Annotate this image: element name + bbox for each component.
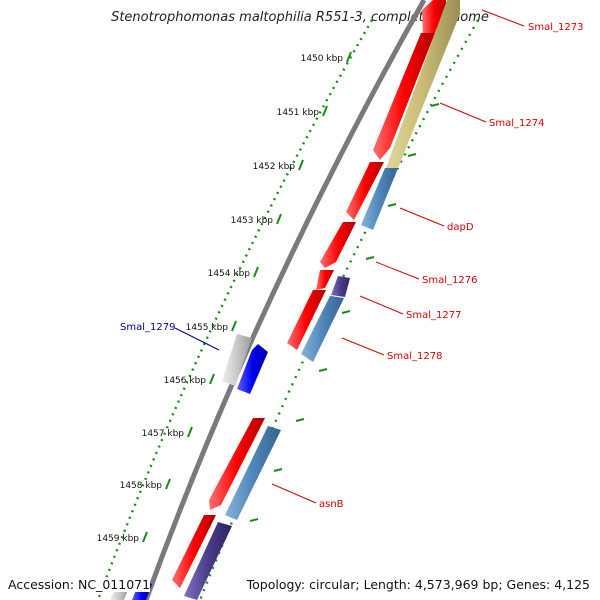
- tick-mark: [209, 373, 215, 385]
- tick-mark: [298, 159, 304, 171]
- outer-track-tick: [295, 418, 305, 422]
- outer-track-tick: [430, 103, 440, 107]
- genome-backbone: [143, 0, 427, 600]
- tick-label: 1451 kbp: [277, 108, 320, 118]
- tick-mark: [253, 266, 259, 278]
- outer-track-tick: [387, 203, 397, 207]
- tick-mark: [322, 105, 328, 117]
- tick-label: 1456 kbp: [164, 376, 207, 386]
- gene-leader-line: [439, 102, 487, 123]
- gene-label[interactable]: Smal_1279: [120, 322, 175, 333]
- gene-label[interactable]: Smal_1273: [528, 22, 583, 33]
- feature-lower-indigo[interactable]: [184, 522, 232, 600]
- tick-ruler-track: [96, 19, 374, 600]
- tick-mark: [142, 531, 148, 543]
- gene-leader-line: [375, 261, 420, 280]
- gene-leader-line: [174, 327, 220, 351]
- feature-smal-1274[interactable]: [386, 0, 460, 168]
- gene-label[interactable]: Smal_1274: [489, 118, 544, 129]
- feature-smal-1273-b[interactable]: [373, 33, 435, 160]
- gene-label[interactable]: Smal_1278: [387, 351, 442, 362]
- tick-mark: [187, 426, 193, 438]
- outer-track-tick: [407, 153, 417, 157]
- gene-leader-line: [359, 295, 404, 315]
- tick-label: 1454 kbp: [208, 269, 251, 279]
- tick-label: 1458 kbp: [120, 481, 163, 491]
- feature-smal-1274-fwd[interactable]: [346, 162, 384, 220]
- tick-label: 1453 kbp: [231, 216, 274, 226]
- outer-track-tick: [365, 256, 375, 260]
- tick-mark: [231, 320, 237, 332]
- feature-dapd-fwd[interactable]: [320, 222, 356, 268]
- feature-smal-1277-fwd[interactable]: [287, 290, 326, 350]
- accession-label: Accession: NC_011071: [8, 577, 151, 592]
- outer-track-tick: [341, 310, 351, 314]
- gene-label[interactable]: Smal_1276: [422, 275, 477, 286]
- feature-asnb-fwd[interactable]: [209, 418, 265, 510]
- tick-label: 1457 kbp: [142, 429, 185, 439]
- gene-label[interactable]: asnB: [319, 499, 344, 510]
- gene-label[interactable]: dapD: [447, 222, 474, 233]
- feature-asnb[interactable]: [225, 426, 281, 520]
- feature-lower-fwd[interactable]: [172, 515, 216, 588]
- tick-label: 1452 kbp: [253, 162, 296, 172]
- feature-smal-1276-fwd[interactable]: [316, 270, 334, 290]
- tick-mark: [276, 213, 282, 225]
- gene-leader-line: [271, 483, 317, 504]
- outer-track-tick: [249, 518, 259, 522]
- topology-label: Topology: circular; Length: 4,573,969 bp…: [246, 577, 590, 592]
- feature-smal-1277[interactable]: [331, 276, 350, 297]
- feature-smal-1279[interactable]: [237, 344, 268, 394]
- tick-marks: 1450 kbp 1451 kbp 1452 kbp 1453 kbp 1454 kbp…: [97, 51, 440, 544]
- genome-title: Stenotrophomonas maltophilia R551-3, com…: [111, 10, 489, 25]
- gene-leader-line: [481, 9, 525, 27]
- gene-label[interactable]: Smal_1277: [406, 310, 461, 321]
- tick-label: 1450 kbp: [301, 54, 344, 64]
- gene-leader-line: [399, 207, 445, 227]
- gene-leader-line: [341, 337, 385, 356]
- feature-smal-1278[interactable]: [301, 296, 344, 362]
- feature-dapd[interactable]: [361, 168, 398, 230]
- tick-label: 1459 kbp: [97, 534, 140, 544]
- outer-track-tick: [318, 368, 328, 372]
- gene-labels: Smal_1273 Smal_1274 dapD Smal_1276 Smal_1277…: [120, 9, 583, 510]
- tick-label: 1455 kbp: [186, 323, 229, 333]
- tick-mark: [346, 51, 352, 63]
- outer-track-tick: [273, 468, 283, 472]
- tick-mark: [165, 478, 171, 490]
- feature-smal-1279-grey[interactable]: [222, 334, 252, 386]
